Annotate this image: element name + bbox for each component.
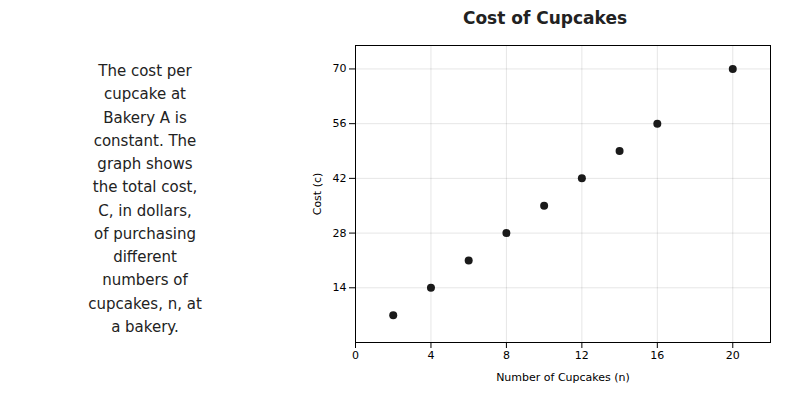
svg-text:14: 14 xyxy=(333,281,347,294)
svg-text:70: 70 xyxy=(333,62,347,75)
svg-text:12: 12 xyxy=(575,349,589,362)
html-text:Bakery A is: Bakery A is xyxy=(103,108,187,127)
svg-text:28: 28 xyxy=(333,227,347,240)
svg-text:4: 4 xyxy=(427,349,434,362)
svg-text:20: 20 xyxy=(726,349,740,362)
html-text:constant. The: constant. The xyxy=(93,131,197,150)
svg-text:56: 56 xyxy=(333,117,347,130)
html-text:a bakery.: a bakery. xyxy=(111,317,179,336)
svg-text:0: 0 xyxy=(352,349,359,362)
html-text:the total cost,: the total cost, xyxy=(92,178,198,197)
html-text:of purchasing: of purchasing xyxy=(94,224,196,243)
svg-text:8: 8 xyxy=(503,349,510,362)
html-text:cupcakes, n, at: cupcakes, n, at xyxy=(88,294,202,313)
svg-text:Number of Cupcakes (n): Number of Cupcakes (n) xyxy=(496,371,630,384)
html-text:C, in dollars,: C, in dollars, xyxy=(98,201,192,220)
svg-text:42: 42 xyxy=(333,172,347,185)
html-text:numbers of: numbers of xyxy=(102,271,188,290)
html-text:graph shows: graph shows xyxy=(97,155,193,173)
html-text:The cost per: The cost per xyxy=(98,62,192,80)
html-text:cupcake at: cupcake at xyxy=(104,85,186,104)
svg-text:16: 16 xyxy=(650,349,664,362)
html-text:different: different xyxy=(113,248,177,266)
html-text:Cost of Cupcakes: Cost of Cupcakes xyxy=(462,8,627,28)
svg-text:Cost (c): Cost (c) xyxy=(311,173,324,216)
